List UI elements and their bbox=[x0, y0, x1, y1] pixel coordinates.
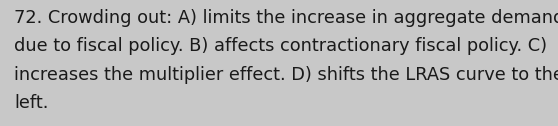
Text: 72. Crowding out: A) limits the increase in aggregate demand: 72. Crowding out: A) limits the increase… bbox=[14, 9, 558, 27]
Text: increases the multiplier effect. D) shifts the LRAS curve to the: increases the multiplier effect. D) shif… bbox=[14, 66, 558, 84]
Text: due to fiscal policy. B) affects contractionary fiscal policy. C): due to fiscal policy. B) affects contrac… bbox=[14, 37, 547, 55]
Text: left.: left. bbox=[14, 94, 49, 112]
